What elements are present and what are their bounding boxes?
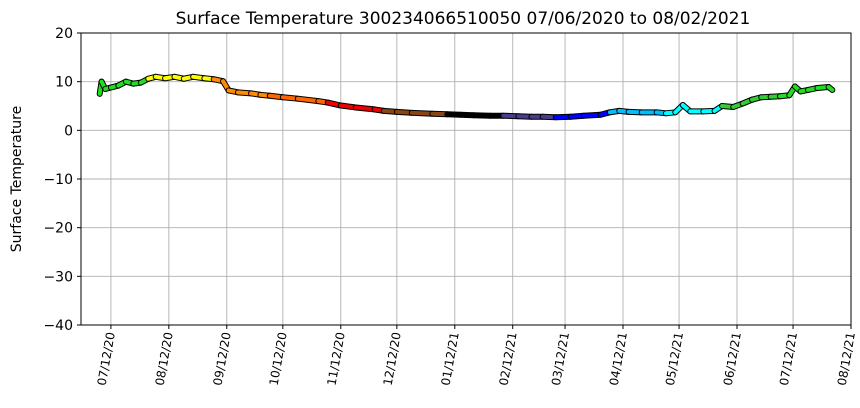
x-axis-ticks: 07/12/20 08/12/20 09/12/20 10/12/20 11/12/20… [95, 325, 858, 387]
x-tick-label: 06/12/21 [721, 331, 744, 387]
y-axis-ticks: −40 −30 −20 −10 0 10 20 [43, 26, 81, 334]
x-tick-label: 07/12/21 [777, 331, 800, 387]
y-axis-label: Surface Temperature [9, 106, 25, 252]
chart-title: Surface Temperature 300234066510050 07/0… [176, 9, 751, 29]
x-tick-label: 07/12/20 [95, 331, 118, 387]
y-tick-label: −30 [43, 269, 73, 285]
x-tick-label: 08/12/21 [835, 331, 858, 387]
x-tick-label: 05/12/21 [663, 331, 686, 387]
x-tick-label: 10/12/20 [267, 331, 290, 387]
series-segment [295, 96, 321, 104]
y-tick-label: −20 [43, 221, 73, 237]
x-tick-label: 02/12/21 [497, 331, 520, 387]
series-segment [409, 110, 435, 116]
x-tick-label: 09/12/20 [211, 331, 234, 387]
temperature-series [96, 73, 836, 121]
x-tick-label: 11/12/20 [325, 331, 348, 387]
x-tick-label: 08/12/20 [153, 331, 176, 387]
y-tick-label: −40 [43, 318, 73, 334]
x-tick-label: 01/12/21 [439, 331, 462, 387]
x-tick-label: 03/12/21 [549, 331, 572, 387]
y-tick-label: 10 [55, 75, 73, 91]
series-segment [353, 105, 377, 112]
x-tick-label: 12/12/20 [381, 331, 404, 387]
y-tick-label: −10 [43, 172, 73, 188]
x-tick-label: 04/12/21 [607, 331, 630, 387]
series-segment [826, 85, 835, 92]
y-tick-label: 20 [55, 26, 73, 42]
y-tick-label: 0 [64, 123, 73, 139]
